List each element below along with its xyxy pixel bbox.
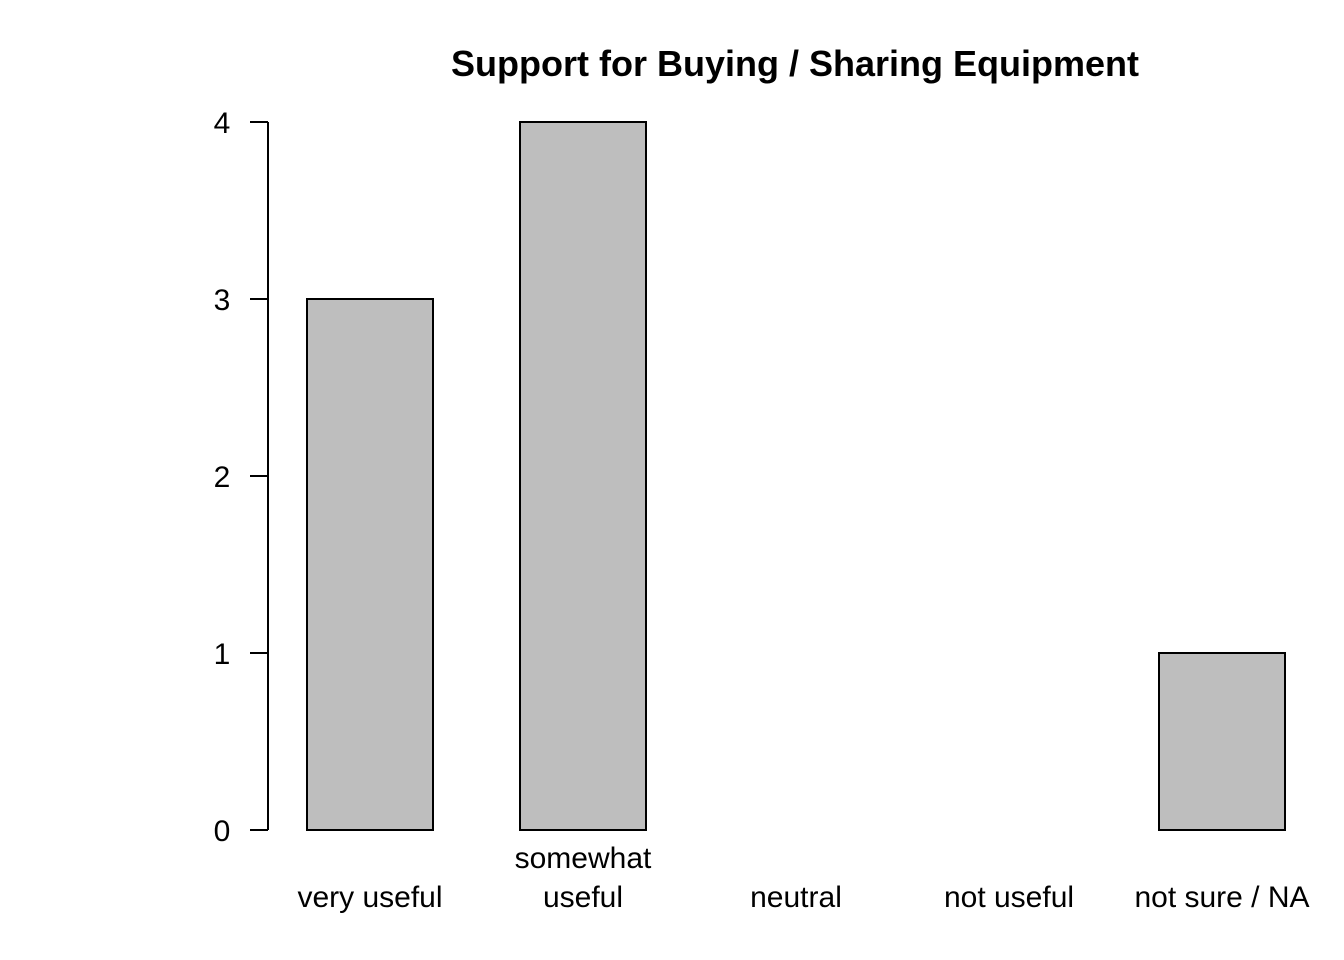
x-category-label: not sure / NA — [1134, 881, 1309, 914]
x-category-label: not useful — [944, 881, 1074, 914]
y-tick-label: 3 — [214, 284, 231, 317]
y-axis-ticks: 0 1 2 3 4 — [214, 107, 268, 848]
y-tick-label: 0 — [214, 815, 231, 848]
y-tick-label: 1 — [214, 638, 231, 671]
chart-title: Support for Buying / Sharing Equipment — [451, 43, 1139, 84]
x-category-label: very useful — [297, 881, 442, 914]
x-category-label: useful — [543, 881, 623, 914]
bar — [1158, 652, 1286, 831]
y-tick-label: 2 — [214, 461, 231, 494]
x-category-label: neutral — [750, 881, 842, 914]
bars — [306, 121, 1286, 831]
y-tick-label: 4 — [214, 107, 231, 140]
x-category-label: somewhat — [515, 842, 652, 875]
x-axis-labels: very useful somewhat useful neutral not usef… — [297, 842, 1309, 914]
bar — [519, 121, 647, 831]
bar — [306, 298, 434, 831]
